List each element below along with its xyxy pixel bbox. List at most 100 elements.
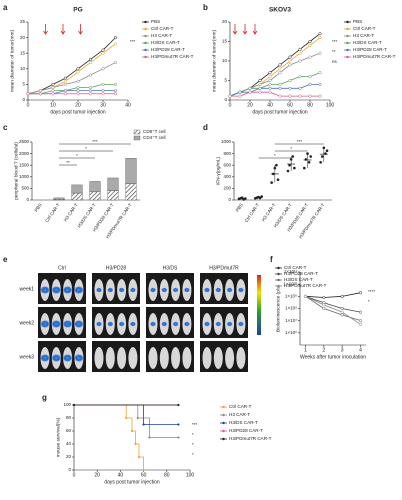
data-point: [137, 455, 141, 459]
mouse: [128, 347, 138, 369]
signal: [40, 320, 50, 328]
series-line: [305, 295, 361, 313]
legend-marker: [222, 413, 225, 417]
y-tick-label: 40: [66, 441, 72, 446]
legend-label: H3/PD28 CAR-T: [151, 47, 185, 52]
y-tick-label: 10: [222, 58, 228, 63]
series-line: [305, 295, 361, 325]
x-axis-label: days post tumor injection: [50, 109, 106, 115]
legend-marker: [277, 272, 280, 276]
legend-label: H3/PD28 CAR-T: [284, 271, 318, 276]
x-tick-label: 40: [118, 472, 124, 478]
column-label: H3/PD28: [106, 265, 127, 271]
mouse: [117, 347, 127, 369]
panel-letter: f: [270, 255, 273, 264]
data-point: [113, 89, 118, 93]
legend-marker: [346, 41, 349, 45]
signal: [51, 286, 62, 294]
data-point: [142, 468, 145, 472]
data-point: [308, 75, 312, 79]
signal: [150, 287, 156, 293]
x-axis-label: days post tumor injection: [252, 109, 308, 115]
x-tick-label: 40: [267, 102, 273, 108]
row-label: week2: [20, 320, 35, 326]
legend-label: Ctrl CAR-T: [284, 265, 307, 270]
signal: [51, 320, 62, 328]
injection-arrow: [43, 24, 48, 35]
significance: *: [274, 153, 276, 158]
data-point: [113, 82, 118, 86]
legend-marker: [346, 48, 349, 52]
data-point: [293, 166, 296, 170]
y-tick-label: 0: [224, 97, 227, 102]
data-point: [38, 92, 43, 96]
x-tick-label: 2: [322, 347, 325, 353]
data-point: [51, 82, 55, 86]
signal: [51, 354, 62, 362]
legend-swatch: [133, 129, 141, 135]
x-tick-label: 0: [27, 102, 30, 108]
significance: ns: [332, 59, 338, 64]
legend-marker: [346, 34, 349, 38]
data-point: [228, 94, 232, 98]
data-point: [177, 436, 180, 439]
significance: *: [76, 153, 78, 158]
bar-segment: [71, 192, 83, 201]
x-tick-label: 100: [326, 102, 335, 108]
legend-marker: [222, 421, 225, 425]
signal: [62, 286, 73, 294]
data-point: [101, 67, 105, 71]
data-point: [319, 161, 322, 164]
data-point: [318, 94, 322, 98]
data-point: [63, 76, 68, 80]
signal: [62, 354, 73, 362]
signal: [73, 286, 84, 294]
y-tick-label: 25: [20, 19, 26, 24]
signal: [129, 287, 136, 293]
data-point: [76, 79, 80, 83]
data-point: [288, 55, 292, 59]
data-point: [72, 403, 76, 407]
y-tick-label: 5: [224, 78, 227, 83]
data-point: [88, 89, 93, 93]
data-point: [101, 48, 105, 52]
mouse: [236, 347, 246, 369]
bar-segment: [89, 181, 101, 193]
data-point: [177, 403, 180, 407]
signal: [129, 321, 136, 327]
legend-label: CD8⁺T cell: [143, 129, 166, 134]
data-point: [258, 86, 262, 90]
data-point: [307, 161, 311, 164]
signal: [237, 321, 244, 327]
signal: [183, 321, 190, 327]
y-tick-label: 0: [68, 467, 71, 472]
legend-marker: [346, 20, 349, 24]
bar-segment: [53, 197, 65, 200]
x-tick-label: 80: [164, 472, 170, 478]
data-point: [248, 86, 252, 90]
data-point: [134, 442, 137, 446]
signal: [183, 287, 190, 293]
data-point: [38, 89, 43, 93]
mouse: [171, 347, 181, 369]
data-point: [303, 166, 306, 170]
y-tick-label: 80: [66, 415, 72, 420]
data-point: [248, 90, 252, 94]
legend-label: PBS: [151, 19, 160, 24]
series-line: [229, 84, 320, 97]
data-point: [88, 92, 93, 96]
y-tick-label: 1500: [19, 162, 30, 167]
data-point: [275, 163, 278, 167]
data-point: [101, 51, 105, 55]
data-point: [278, 71, 282, 75]
signal: [96, 287, 102, 293]
chart-title: PG: [73, 7, 82, 14]
data-point: [63, 92, 68, 96]
signal: [204, 321, 210, 327]
legend-marker: [277, 278, 280, 282]
y-tick-label: 800: [223, 151, 231, 156]
mouse: [105, 347, 115, 369]
series-line: [229, 72, 321, 97]
y-tick-label: 1×10⁶: [285, 330, 297, 335]
legend-label: H3 CAR-T: [151, 33, 172, 38]
